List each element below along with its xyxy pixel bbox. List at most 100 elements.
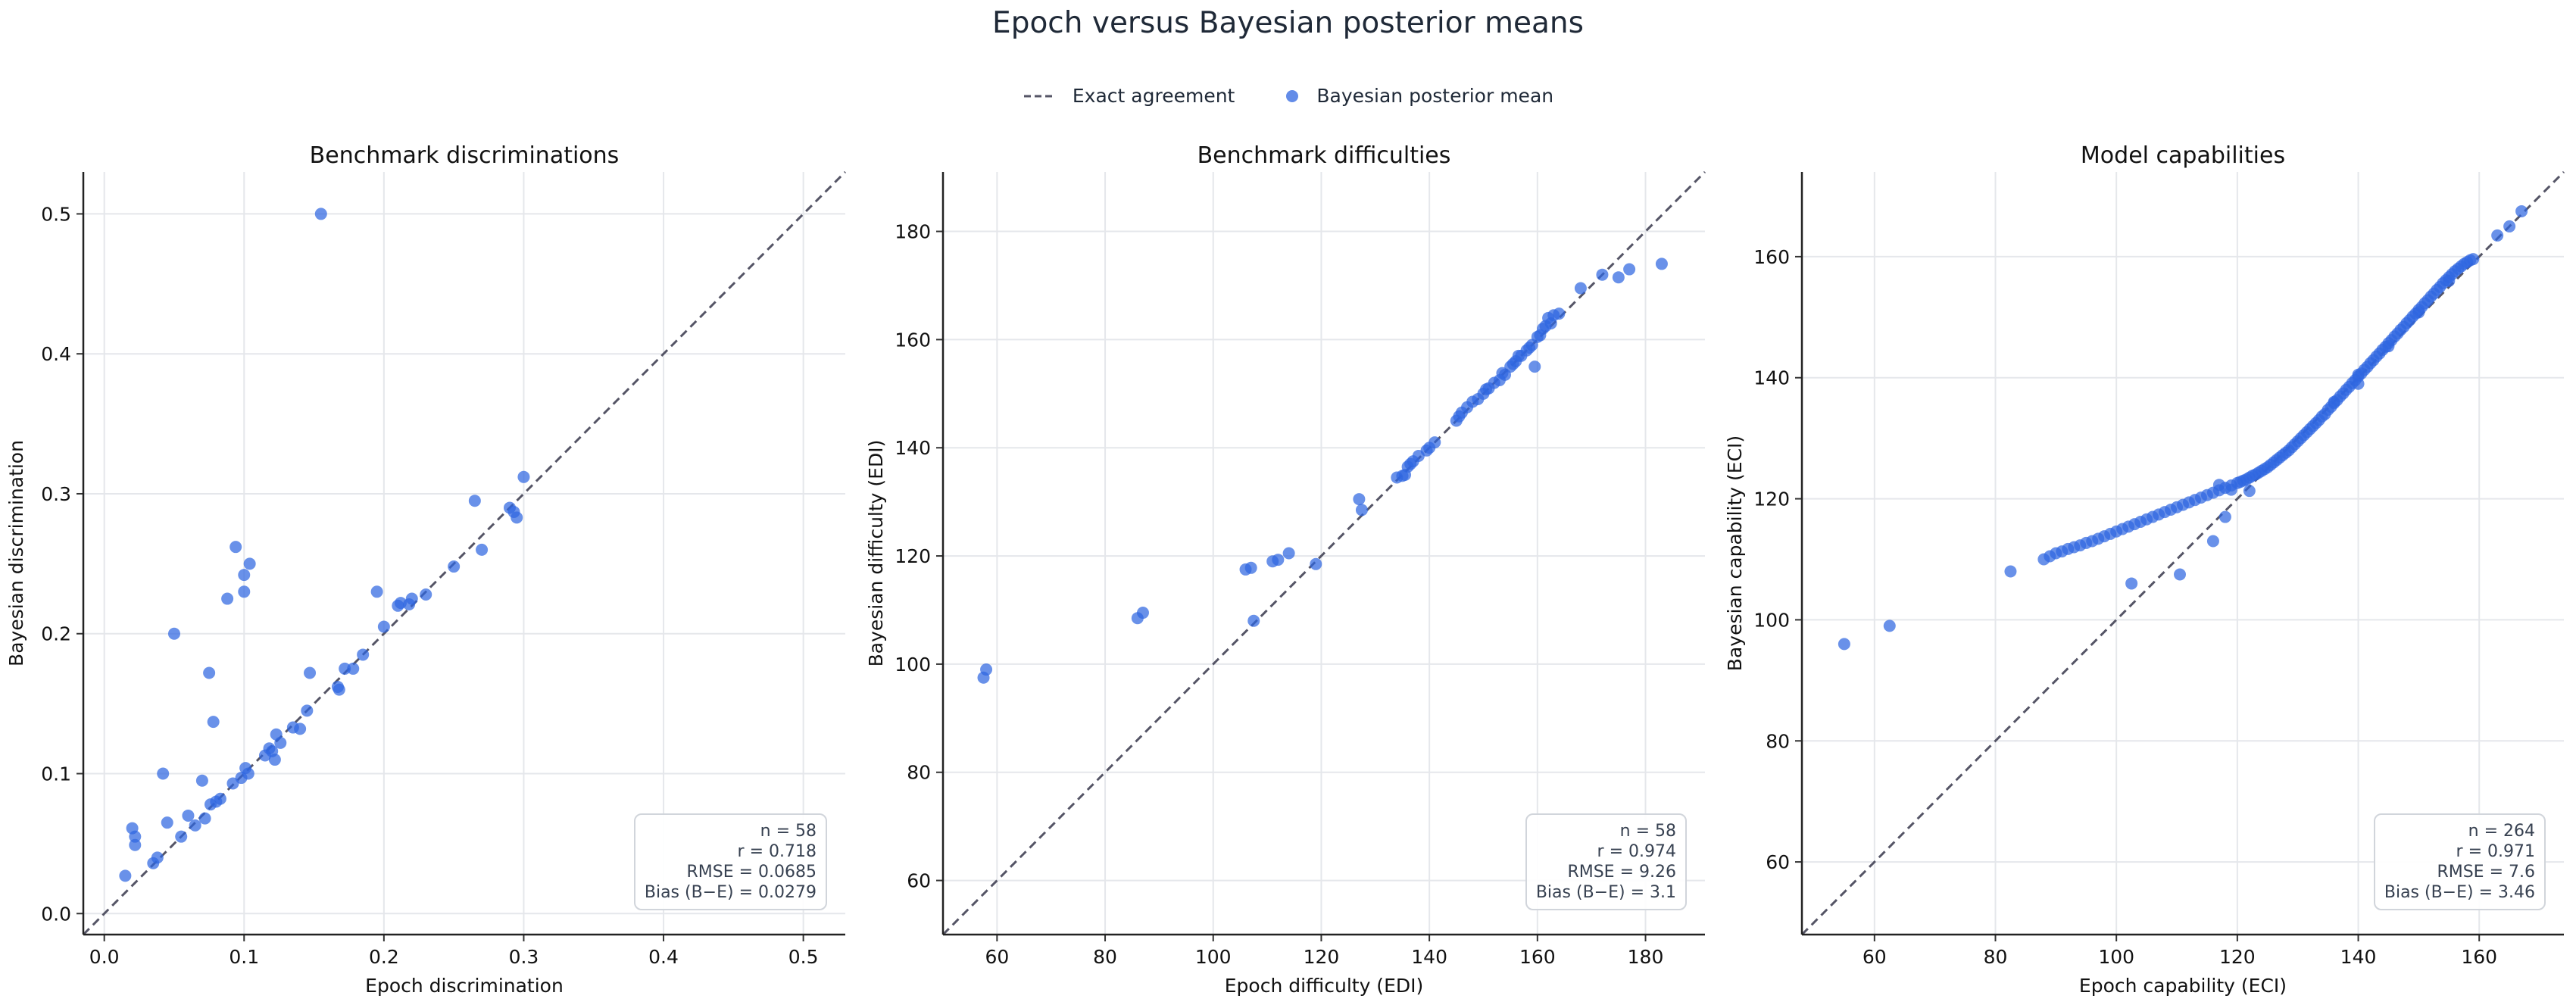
data-point [2412,306,2425,319]
x-axis-label: Epoch difficulty (EDI) [1225,975,1424,997]
legend-entry-exact-agreement: Exact agreement [1023,85,1235,107]
data-point [1136,607,1149,620]
panel-2: 60 80 100 120 140 160 180 60 80 100 120 140 160 180 Be… [865,142,1706,997]
data-point [1544,317,1557,329]
data-point [2252,467,2265,479]
stats-line: n = 264 [2468,822,2535,841]
data-point [1612,271,1625,284]
stats-line: Bias (B−E) = 3.46 [2384,883,2535,902]
data-point [2443,274,2456,287]
data-point [203,666,216,679]
data-point [129,838,142,851]
data-point [1355,504,1368,517]
y-tick-label: 0.5 [41,203,71,225]
x-tick-label: 0.1 [229,946,259,968]
x-tick-label: 0.3 [509,946,539,968]
y-tick-label: 0.4 [41,343,71,365]
data-point [304,666,317,679]
data-point [221,592,234,605]
data-point [2464,254,2477,267]
figure-title: Epoch versus Bayesian posterior means [992,6,1584,40]
stats-line: Bias (B−E) = 0.0279 [644,883,817,902]
x-tick-label: 160 [2461,946,2497,968]
data-point [189,819,201,832]
panel-title: Benchmark discriminations [310,142,620,169]
data-point [405,592,418,605]
data-point [1272,554,1285,566]
y-tick-label: 120 [895,545,931,567]
y-tick-label: 160 [1753,246,1790,268]
data-point [377,620,390,633]
data-point [2288,438,2301,451]
data-point [1574,282,1587,295]
y-tick-label: 120 [1753,488,1790,510]
y-tick-label: 0.3 [41,483,71,505]
y-tick-label: 100 [895,654,931,676]
data-point [2503,220,2516,233]
data-point [1247,614,1260,627]
exact-agreement-line [941,170,1706,936]
data-point [238,569,251,582]
data-point [198,812,211,825]
x-tick-label: 140 [1411,946,1447,968]
y-axis-label: Bayesian capability (ECI) [1724,435,1746,671]
data-point [274,736,287,749]
data-point [1655,257,1668,270]
data-point [2125,577,2138,590]
data-point [370,585,383,598]
data-point [357,648,370,661]
data-point [119,869,132,882]
legend-label-exact-agreement: Exact agreement [1072,85,1235,107]
data-point [301,704,314,717]
data-point [1553,307,1566,320]
data-point [161,816,173,829]
data-point [1466,395,1479,408]
data-point [214,792,226,805]
data-point [1404,457,1417,470]
data-point [468,495,481,507]
y-tick-label: 80 [907,762,931,784]
x-tick-label: 100 [1195,946,1232,968]
x-tick-label: 180 [1628,946,1664,968]
data-point [333,683,345,696]
y-tick-label: 0.0 [41,903,71,925]
data-point [2382,340,2395,353]
panel-title: Benchmark difficulties [1197,142,1451,169]
data-point [238,585,251,598]
data-point [2243,485,2256,498]
data-point [2225,483,2237,496]
data-point [517,470,530,483]
stats-box: n = 58 r = 0.718 RMSE = 0.0685 Bias (B−E) =… [633,813,827,910]
stats-box: n = 264 r = 0.971 RMSE = 7.6 Bias (B−E) = 3… [2373,813,2546,910]
data-point [2206,535,2219,548]
data-point [1534,329,1547,342]
y-tick-label: 140 [895,437,931,459]
data-point [157,767,170,780]
x-tick-label: 100 [2098,946,2134,968]
x-tick-label: 80 [1984,946,2008,968]
y-tick-label: 180 [895,221,931,243]
data-point [511,511,523,524]
data-point [1883,620,1896,632]
y-tick-label: 160 [895,329,931,351]
x-tick-label: 120 [1304,946,1340,968]
x-tick-label: 60 [1863,946,1887,968]
data-point [242,767,254,780]
data-point [2004,565,2017,578]
legend-marker-swatch [1286,89,1299,102]
panel-1: 0.0 0.1 0.2 0.3 0.4 0.5 0.0 0.1 0.2 0.3 0.4 0.5 Benc… [5,142,847,997]
stats-line: RMSE = 9.26 [1567,863,1676,882]
stats-box: n = 58 r = 0.974 RMSE = 9.26 Bias (B−E) = 3… [1525,813,1687,910]
y-tick-label: 60 [1766,851,1790,873]
data-point [243,557,256,570]
y-tick-label: 0.1 [41,763,71,785]
data-point [1282,547,1295,560]
x-axis-label: Epoch capability (ECI) [2079,975,2287,997]
panel-3: 60 80 100 120 140 160 60 80 100 120 140 160 Model ca… [1724,142,2565,997]
data-point [395,597,407,610]
y-axis-label: Bayesian difficulty (EDI) [865,440,887,667]
data-point [2212,479,2225,492]
stats-line: n = 58 [760,822,817,841]
